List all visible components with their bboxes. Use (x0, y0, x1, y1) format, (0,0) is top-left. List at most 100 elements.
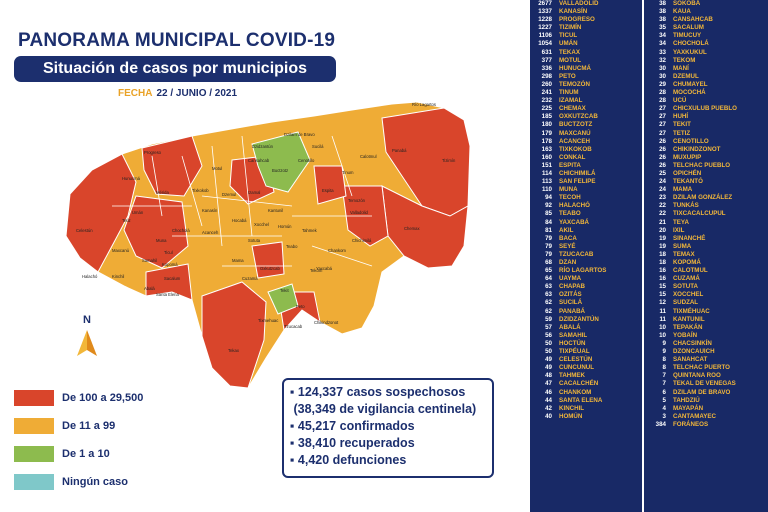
case-count: 24 (659, 186, 666, 194)
map-municipality-label: Oxkutzcab (260, 266, 280, 271)
table-row: 68 DZAN (530, 259, 642, 267)
table-row: 57 ABALÁ (530, 324, 642, 332)
table-row: 62 PANABÁ (530, 308, 642, 316)
table-row: 24 TEKANTÓ (644, 178, 768, 186)
municipality-name: DZIDZANTÚN (559, 315, 599, 323)
table-row: 10 TEPAKÁN (644, 324, 768, 332)
case-count: 298 (541, 72, 552, 80)
case-count: 79 (545, 234, 552, 242)
municipality-name: IXIL (673, 226, 685, 234)
date-value: 22 / JUNIO / 2021 (156, 88, 238, 99)
case-count: 18 (659, 250, 666, 258)
table-row: 38 KAUA (644, 8, 768, 16)
municipality-name: UAYMA (559, 275, 582, 283)
table-row: 160 CONKAL (530, 154, 642, 162)
case-count: 163 (541, 145, 552, 153)
table-row: 11 KANTUNIL (644, 316, 768, 324)
municipality-name: CACALCHÉN (559, 380, 599, 388)
municipality-name: DZILAM DE BRAVO (673, 388, 731, 396)
case-count: 21 (659, 218, 666, 226)
table-row: 35 SACALUM (644, 24, 768, 32)
map-municipality-label: Cansahcab (248, 158, 270, 163)
case-count: 63 (545, 283, 552, 291)
map-municipality-label: Mérida (156, 190, 169, 195)
case-count: 57 (545, 323, 552, 331)
municipality-name: HUNUCMÁ (559, 64, 591, 72)
table-row: 19 SINANCHÉ (644, 235, 768, 243)
case-count: 160 (541, 153, 552, 161)
table-row: 79 TZUCACAB (530, 251, 642, 259)
municipality-name: CHICXULUB PUEBLO (673, 105, 737, 113)
table-row: 18 KOPOMÁ (644, 259, 768, 267)
table-row: 3 CANTAMAYEC (644, 413, 768, 421)
table-row: 2677 VALLADOLID (530, 0, 642, 8)
case-count: 1228 (538, 16, 552, 24)
case-count: 10 (659, 331, 666, 339)
municipality-name: CHIKINDZONOT (673, 145, 721, 153)
table-row: 30 MANÍ (644, 65, 768, 73)
map-municipality-label: Tixkokob (192, 188, 209, 193)
case-count: 24 (659, 178, 666, 186)
municipality-name: TIXCACALCUPUL (673, 210, 726, 218)
map-municipality-label: Hunucmá (122, 176, 141, 181)
stat-deaths: ▪ 4,420 defunciones (290, 453, 407, 467)
municipality-name: MAXCANÚ (559, 129, 591, 137)
page-subtitle: Situación de casos por municipios (14, 56, 336, 82)
table-row: 24 MAMA (644, 186, 768, 194)
table-row: 18 TEMAX (644, 251, 768, 259)
map-municipality-label: Tekit (280, 288, 289, 293)
case-count: 49 (545, 364, 552, 372)
case-count: 65 (545, 267, 552, 275)
table-row: 21 TEYA (644, 219, 768, 227)
table-row: 27 CHICXULUB PUEBLO (644, 105, 768, 113)
stat-confirmed: ▪ 45,217 confirmados (290, 419, 415, 433)
municipality-name: CHANKOM (559, 388, 592, 396)
municipality-name: TIXMÉHUAC (673, 307, 710, 315)
case-count: 84 (545, 218, 552, 226)
municipality-name: TINUM (559, 89, 579, 97)
map-region-west (65, 153, 137, 273)
table-row: 16 CALOTMUL (644, 267, 768, 275)
case-count: 29 (659, 80, 666, 88)
map-municipality-label: Kinchil (112, 274, 124, 279)
case-count: 42 (545, 404, 552, 412)
map-region-green-south (267, 283, 299, 315)
municipality-name: QUINTANA ROO (673, 372, 721, 380)
municipality-name: TEKIT (673, 121, 691, 129)
case-count: 64 (545, 275, 552, 283)
case-count: 232 (541, 97, 552, 105)
municipality-name: TEMOZÓN (559, 80, 590, 88)
case-count: 15 (659, 283, 666, 291)
map-region-merida (141, 135, 203, 197)
map-municipality-label: Temozón (348, 198, 366, 203)
stats-box: ▪ 124,337 casos sospechosos (38,349 de v… (282, 378, 494, 478)
table-row: 631 TEKAX (530, 49, 642, 57)
municipality-name: YOBAÍN (673, 331, 698, 339)
case-count: 241 (541, 89, 552, 97)
municipality-name: SAN FELIPE (559, 178, 596, 186)
table-row: 30 DZEMUL (644, 73, 768, 81)
municipality-name: CANSAHCAB (673, 16, 713, 24)
case-count: 11 (659, 315, 666, 323)
map-region-center-west (123, 195, 189, 269)
case-count: 22 (659, 210, 666, 218)
case-count: 5 (662, 396, 666, 404)
municipality-name: TAHMEK (559, 372, 586, 380)
case-count: 79 (545, 242, 552, 250)
case-count: 113 (542, 178, 552, 186)
table-row: 1227 TIZIMÍN (530, 24, 642, 32)
municipality-name: SUCILÁ (559, 299, 583, 307)
table-row: 49 CELESTÚN (530, 356, 642, 364)
municipality-name: HALACHÓ (559, 202, 590, 210)
municipality-name: ESPITA (559, 161, 581, 169)
table-row: 23 DZILAM GONZÁLEZ (644, 194, 768, 202)
table-row: 9 DZONCAUICH (644, 348, 768, 356)
case-count: 11 (659, 307, 666, 315)
map-municipality-label: Acanceh (202, 230, 219, 235)
table-row: 59 DZIDZANTÚN (530, 316, 642, 324)
case-count: 178 (541, 137, 552, 145)
case-count: 46 (545, 388, 552, 396)
table-row: 8 TELCHAC PUERTO (644, 364, 768, 372)
map-municipality-label: Río Lagartos (412, 102, 436, 107)
map-municipality-label: Mama (232, 258, 244, 263)
